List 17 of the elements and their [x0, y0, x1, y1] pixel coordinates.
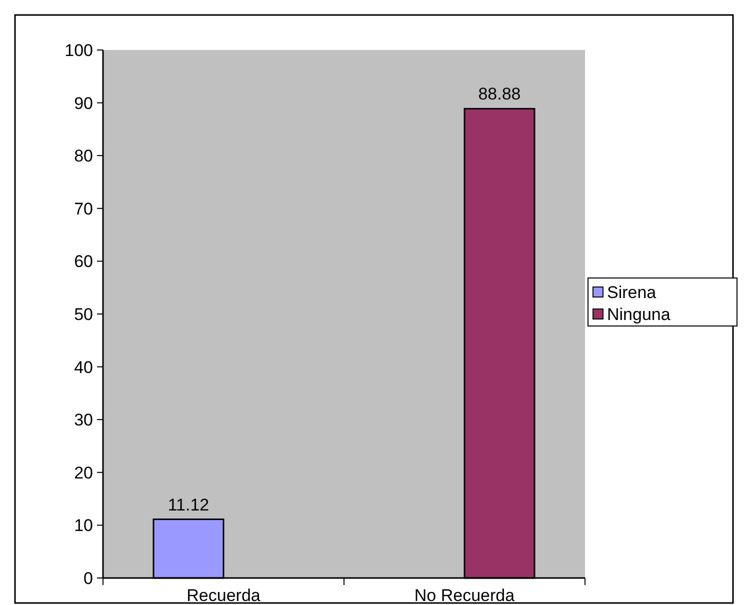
- x-tick-label: No Recuerda: [414, 586, 516, 605]
- legend-label: Sirena: [607, 282, 657, 302]
- y-tick-label: 0: [84, 568, 93, 588]
- legend-label: Ninguna: [607, 304, 671, 324]
- y-tick-label: 50: [74, 304, 93, 324]
- y-tick-label: 70: [74, 199, 93, 218]
- data-label: 88.88: [478, 84, 521, 104]
- y-tick-label: 40: [74, 358, 93, 377]
- y-tick-label: 30: [74, 410, 93, 430]
- y-tick-label: 90: [74, 94, 93, 113]
- y-tick-label: 10: [74, 516, 93, 536]
- data-label: 11.12: [168, 495, 210, 514]
- y-tick-label: 100: [64, 40, 93, 60]
- x-tick-label: Recuerda: [186, 586, 261, 605]
- y-tick-label: 60: [74, 252, 93, 272]
- y-tick-label: 20: [74, 463, 93, 482]
- y-tick-label: 80: [74, 146, 93, 166]
